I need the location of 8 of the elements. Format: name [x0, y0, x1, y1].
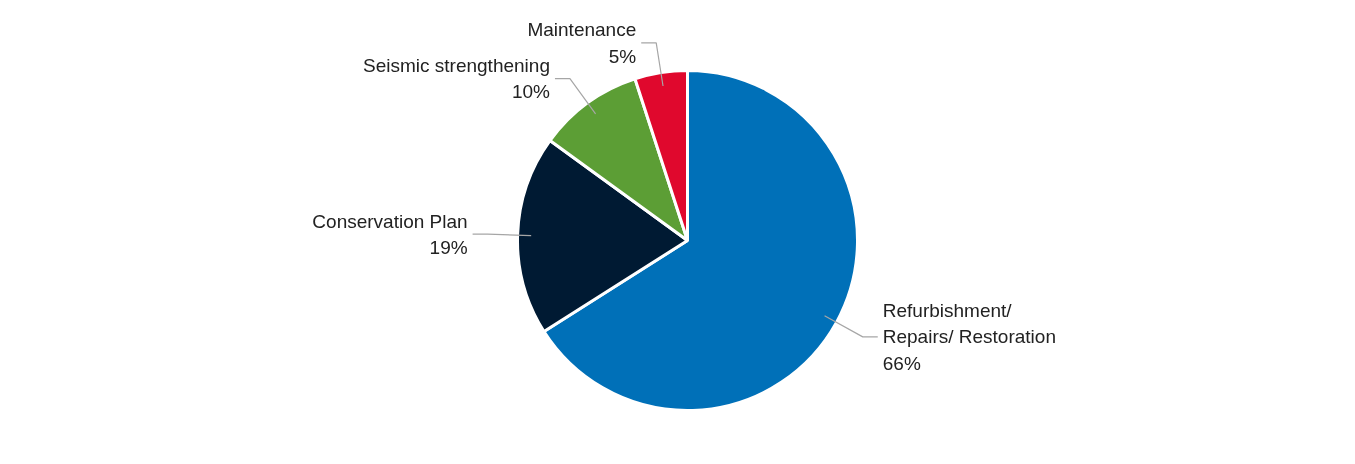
data-label: 19% — [429, 236, 468, 258]
data-label: 5% — [608, 45, 637, 67]
slice-label: Seismic strengthening — [363, 55, 550, 77]
data-label: 10% — [511, 81, 551, 103]
slice-label: Maintenance — [527, 19, 637, 41]
data-label: 66% — [882, 352, 921, 374]
slice-label: Conservation Plan — [312, 210, 468, 232]
slice-label: Refurbishment/ Repairs/ Restoration — [882, 300, 1056, 348]
